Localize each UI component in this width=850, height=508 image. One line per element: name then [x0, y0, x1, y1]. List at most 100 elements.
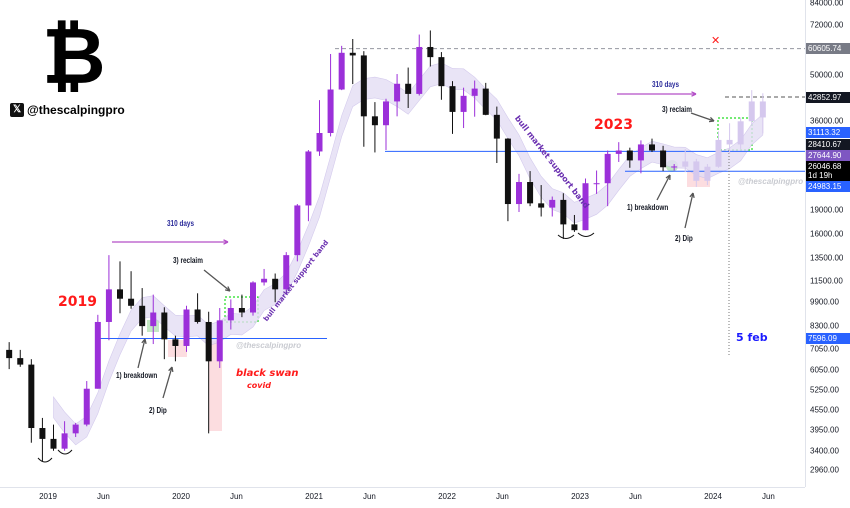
badge-7596: 7596.09: [806, 333, 850, 344]
candle-body: [50, 438, 57, 449]
y-tick-label: 4550.00: [810, 405, 839, 415]
arrow-dip-right-head: [689, 192, 695, 199]
candle-body: [493, 114, 500, 139]
x-tick-label: 2019: [39, 492, 57, 501]
projection-candle-body: [726, 139, 733, 145]
candle-body: [250, 282, 256, 313]
candle-body: [371, 116, 378, 126]
x-tick-label: 2021: [305, 492, 323, 501]
last-price: 26046.68: [808, 162, 842, 171]
y-tick-label: 72000.00: [810, 20, 844, 30]
label-310-days-left: 310 days: [167, 219, 195, 228]
projection-candle-body: [704, 166, 711, 181]
candle-body: [72, 424, 79, 434]
covid-crash-box: [209, 341, 222, 431]
y-tick-label: 3400.00: [810, 446, 839, 456]
time-axis[interactable]: 2019 Jun 2020 Jun 2021 Jun 2022 Jun 2023 Jun 2024 J…: [0, 487, 805, 508]
projection-candle-body: [693, 161, 700, 181]
y-tick-label: 84000.00: [810, 0, 844, 8]
x-tick-label: 2020: [172, 492, 190, 501]
price-axis[interactable]: 2960.00 3400.00 3950.00 4550.00 5250.00 6050.…: [805, 0, 850, 487]
candle-body: [516, 182, 522, 205]
candle-body: [527, 182, 534, 204]
label-reclaim-left: 3) reclaim: [173, 256, 203, 265]
bottom-arc: [557, 234, 575, 239]
y-tick-label: 9900.00: [810, 297, 839, 306]
x-tick-label: Jun: [761, 492, 775, 501]
x-tick-label: Jun: [229, 492, 243, 501]
label-2019: 2019: [58, 294, 97, 310]
candle-body: [449, 86, 456, 112]
y-tick-label: 19000.00: [810, 205, 844, 215]
handle-text: @thescalpingpro: [27, 103, 125, 117]
candle-body: [272, 278, 279, 290]
y-tick-label: 13500.00: [810, 253, 844, 263]
candle-body: [460, 95, 467, 112]
x-tick-label: 2024: [704, 492, 722, 501]
candle-body: [261, 278, 268, 283]
badge-24983: 24983.15: [806, 181, 850, 192]
candle-body: [83, 388, 90, 425]
bottom-arc: [57, 449, 73, 455]
badge-28410: 28410.67: [806, 139, 850, 150]
label-breakdown-right: 1) breakdown: [627, 203, 669, 212]
candle-body: [161, 312, 168, 340]
y-tick-label: 50000.00: [810, 70, 844, 80]
candle-body: [571, 224, 578, 231]
candle-body: [283, 255, 290, 290]
candle-body: [626, 150, 633, 161]
label-black-swan: black swan: [236, 368, 299, 379]
arrow-reclaim-left: [203, 269, 231, 292]
label-reclaim-right: 3) reclaim: [662, 105, 692, 114]
candle-body: [615, 150, 622, 154]
candle-body: [538, 203, 545, 208]
watermark: @thescalpingpro: [738, 177, 804, 186]
label-dip-right: 2) Dip: [675, 234, 693, 243]
candle-body: [438, 57, 445, 87]
candle-body: [6, 349, 13, 359]
x-tick-label: Jun: [96, 492, 110, 501]
arrow-310-days-left-head: [223, 239, 229, 245]
arrow-dip-left-head: [168, 366, 174, 373]
candle-body: [238, 307, 245, 313]
candle-body: [39, 428, 46, 439]
projection-candle-body: [737, 121, 744, 145]
arrow-dip-right: [684, 192, 694, 229]
x-logo-icon: 𝕏: [10, 103, 24, 117]
candle-body: [28, 364, 35, 429]
candle-body: [637, 144, 644, 161]
projection-candle-body: [759, 101, 766, 118]
badge-31113: 31113.32: [806, 127, 850, 138]
candle-body: [305, 151, 312, 206]
logo-bitcoin: ₿: [42, 12, 106, 102]
candle-body: [349, 52, 356, 56]
y-tick-label: 3950.00: [810, 425, 839, 435]
candle-body: [360, 55, 367, 117]
candle-body: [504, 138, 511, 205]
twitter-handle: 𝕏 @thescalpingpro: [10, 103, 125, 117]
x-tick-label: 2022: [438, 492, 456, 501]
candle-body: [294, 205, 301, 256]
badge-ath: 60605.74: [806, 43, 850, 54]
candle-body: [216, 320, 223, 362]
candle-body: [593, 183, 600, 185]
price-chart[interactable]: [0, 0, 805, 487]
bottom-arc: [577, 232, 595, 237]
candle-body: [172, 339, 179, 346]
x-tick-label: Jun: [628, 492, 642, 501]
x-tick-label: 2023: [571, 492, 589, 501]
candle-body: [660, 150, 667, 168]
projection-candle-body: [748, 101, 755, 122]
candle-body: [128, 298, 135, 306]
candle-body: [227, 307, 234, 321]
candle-body: [316, 133, 323, 152]
arrow-310-days-right-head: [691, 91, 697, 97]
x-tick-label: Jun: [495, 492, 509, 501]
candle-body: [427, 46, 434, 58]
arrow-dip-left: [162, 366, 173, 399]
candle-body: [338, 52, 345, 90]
y-tick-label: 5250.00: [810, 385, 839, 395]
candle-body: [383, 101, 389, 126]
label-5-feb: 5 feb: [736, 331, 768, 344]
badge-27644: 27644.90: [806, 150, 850, 161]
